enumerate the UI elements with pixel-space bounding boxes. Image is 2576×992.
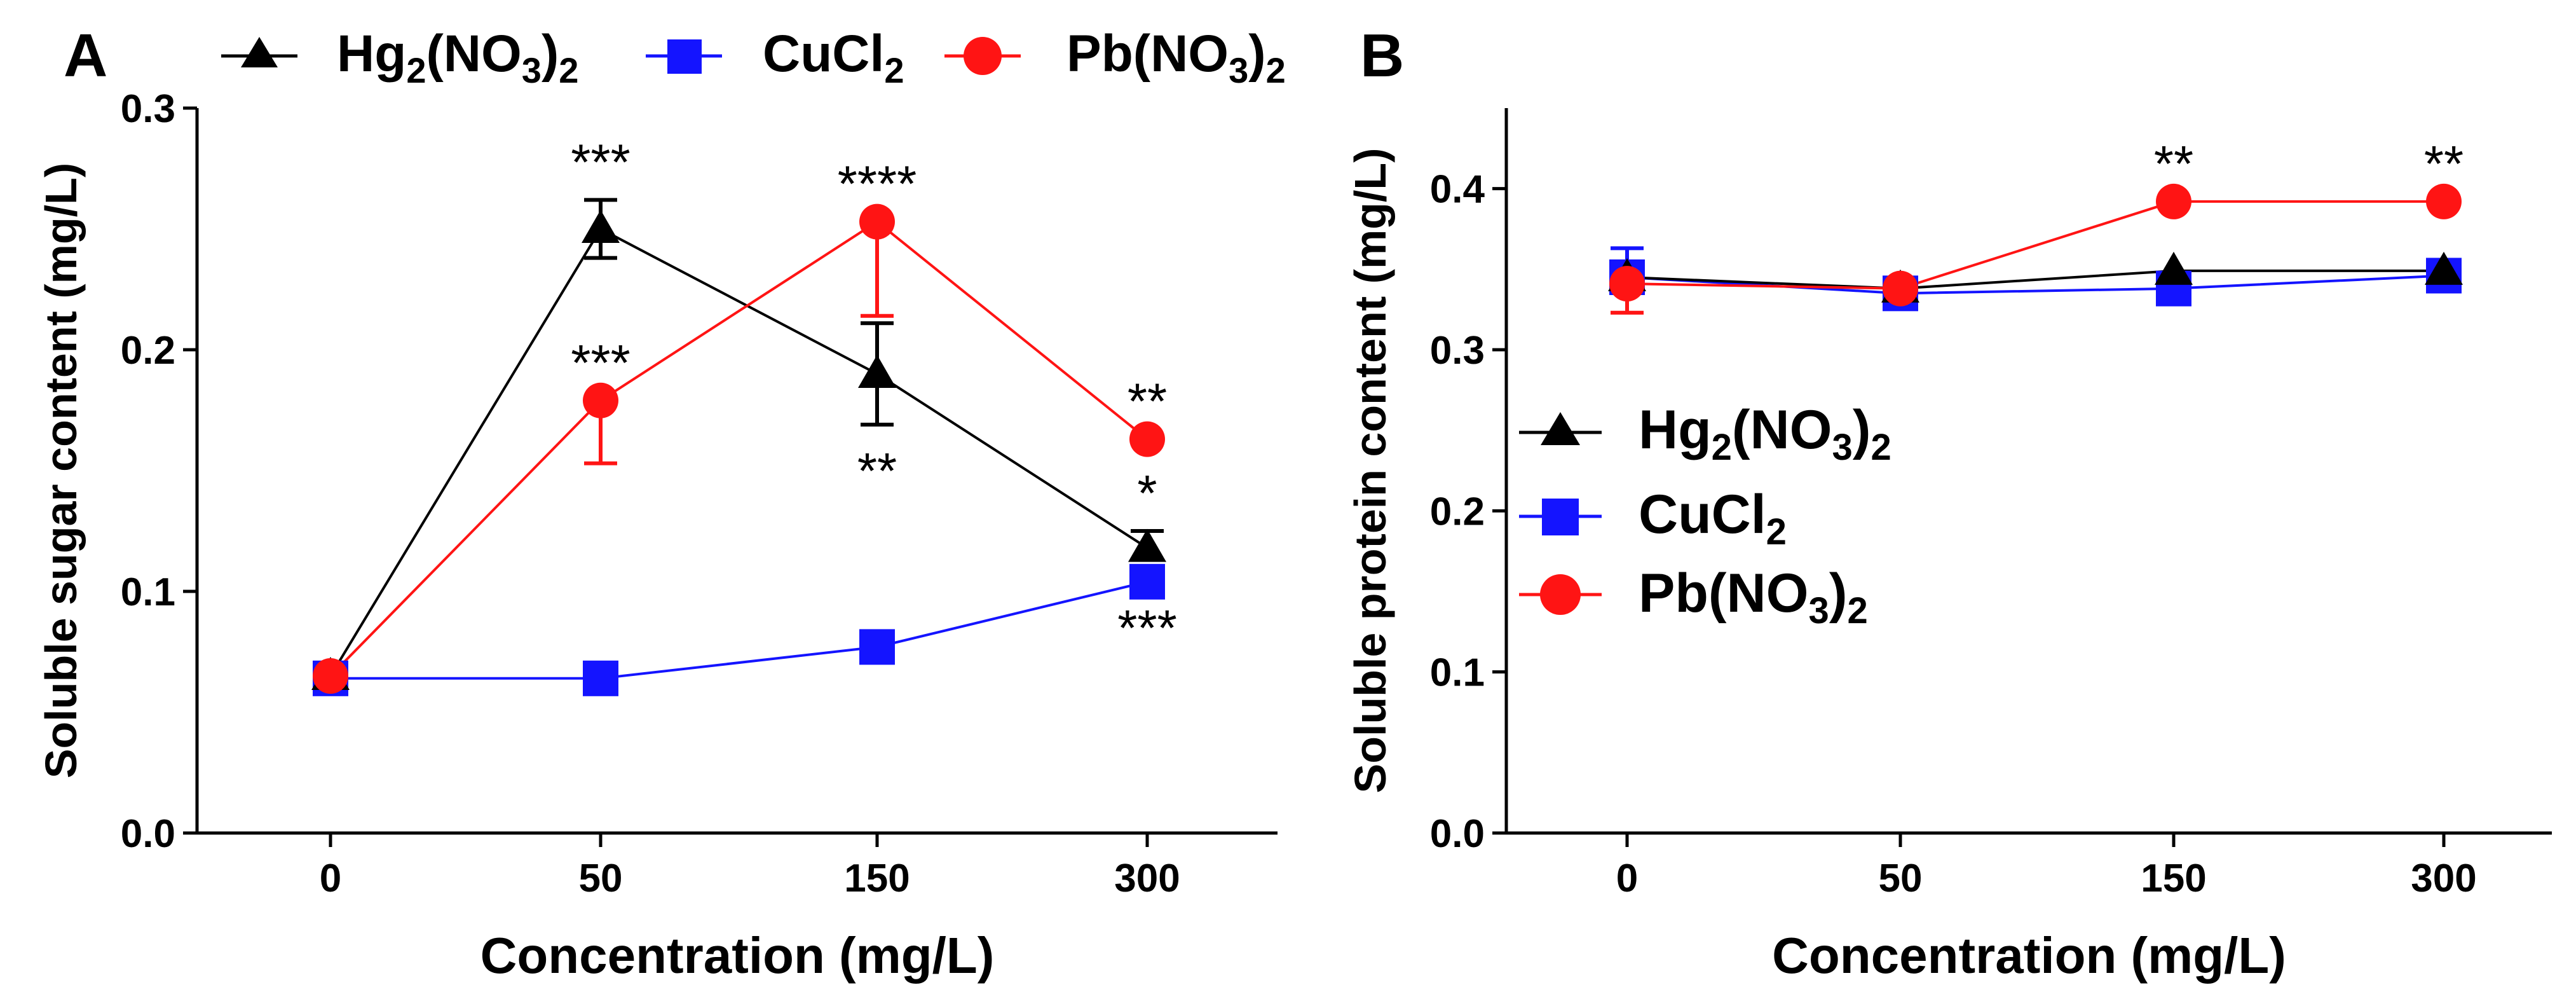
y-tick-label: 0.0 [121,812,175,856]
marker-pb [583,382,618,418]
significance-label: **** [838,156,917,212]
y-tick-label: 0.3 [1430,329,1485,373]
legend-pb-marker [964,37,1002,75]
marker-pb [859,203,895,240]
y-tick-label: 0.1 [121,570,175,614]
legend-b-hg-marker [1541,412,1580,445]
series-line-pb [329,220,1148,677]
y-tick-label: 0.2 [1430,490,1485,534]
marker-pb [2156,183,2191,219]
legend-panel-b: Hg2(NO3)2 CuCl2 Pb(NO3)2 [1519,399,1891,631]
legend-b-cu-label: CuCl2 [1639,484,1787,553]
marker-hg [2155,251,2193,285]
y-tick-label: 0.4 [1430,168,1485,212]
marker-cu [1129,563,1165,600]
marker-pb [2426,183,2462,219]
marker-hg [2425,251,2463,285]
x-tick-label: 150 [844,857,910,900]
legend-cu-label: CuCl2 [763,25,904,90]
legend-top: Hg2(NO3)2 CuCl2 Pb(NO3)2 [221,25,1286,90]
panel-label: B [1360,22,1404,90]
marker-cu [583,660,618,696]
legend-b-item-hg: Hg2(NO3)2 [1519,399,1891,468]
significance-label: *** [1117,600,1176,656]
panel-label: A [64,22,107,90]
legend-b-item-pb: Pb(NO3)2 [1519,563,1868,631]
x-tick-label: 50 [579,857,623,900]
y-axis-label: Soluble sugar content (mg/L) [36,163,86,778]
significance-label: ** [2154,135,2193,192]
marker-hg [858,355,896,388]
legend-b-pb-label: Pb(NO3)2 [1639,563,1868,631]
x-tick-label: 0 [1616,857,1638,900]
marker-pb [1883,270,1918,307]
legend-item-pb: Pb(NO3)2 [944,25,1286,90]
legend-hg-label: Hg2(NO3)2 [337,25,578,90]
significance-label: *** [571,334,630,391]
legend-b-hg-label: Hg2(NO3)2 [1639,399,1891,468]
x-tick-label: 0 [320,857,341,900]
marker-pb [1609,266,1645,302]
significance-label: ** [1128,373,1167,430]
x-tick-label: 50 [1879,857,1923,900]
series-line-cu [1626,274,2444,295]
significance-label: ** [2424,135,2464,192]
legend-item-hg: Hg2(NO3)2 [221,25,578,90]
marker-hg [582,210,620,243]
series-line-cu [331,580,1148,680]
significance-label: ** [857,443,897,499]
legend-cu-marker [667,39,702,74]
panel-a-chart: A 0.0 0.1 0.2 0.3 0 50 150 300 Concentration (mg/… [36,22,1278,984]
x-tick-label: 300 [2411,857,2476,900]
series-line-hg [1626,269,2444,290]
marker-pb [313,658,348,694]
legend-b-cu-marker [1542,499,1579,535]
y-axis-label: Soluble protein content (mg/L) [1346,148,1395,794]
y-tick-label: 0.1 [1430,651,1485,695]
series-line-pb [1626,200,2444,290]
legend-b-item-cu: CuCl2 [1519,484,1787,553]
marker-cu [859,629,895,665]
legend-hg-marker [241,37,278,67]
y-tick-label: 0.2 [121,329,175,373]
y-tick-label: 0.3 [121,87,175,131]
significance-label: *** [571,134,630,190]
legend-b-pb-marker [1540,574,1581,615]
x-axis-label: Concentration (mg/L) [1772,927,2286,984]
x-tick-label: 150 [2141,857,2206,900]
y-tick-label: 0.0 [1430,812,1485,856]
x-tick-label: 300 [1114,857,1180,900]
series-line-hg [329,227,1148,677]
legend-item-cu: CuCl2 [646,25,904,90]
panel-b-chart: B 0.0 0.1 0.2 0.3 0.4 0 50 150 300 Concentration (… [1346,22,2552,984]
legend-pb-label: Pb(NO3)2 [1067,25,1286,90]
marker-hg [1128,528,1166,562]
x-axis-label: Concentration (mg/L) [480,927,995,984]
significance-label: * [1137,465,1157,521]
marker-pb [1129,421,1165,457]
